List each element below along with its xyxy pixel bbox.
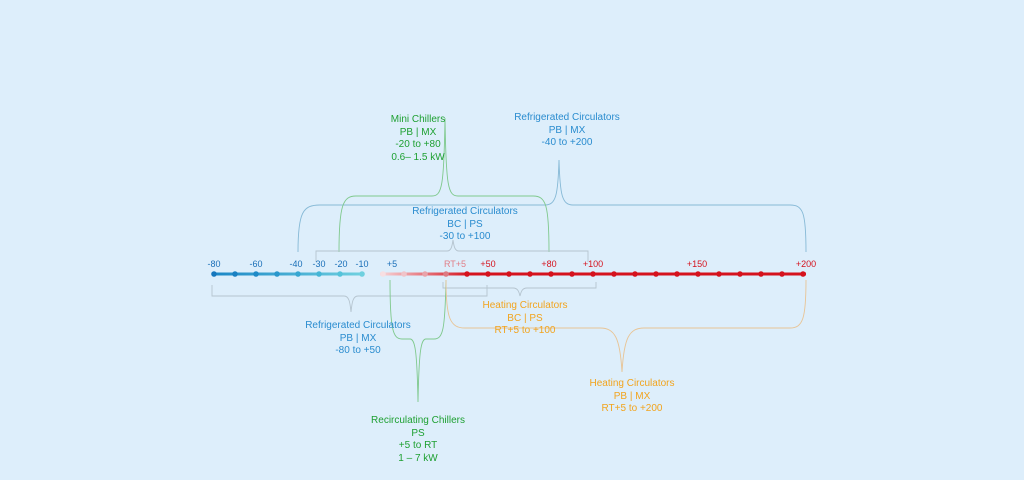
axis-dot-hot [695,271,701,277]
recirc-chillers-range: +5 to RT [398,440,438,451]
refrig-pb-mx-40-title: Refrigerated Circulators [514,112,620,123]
label-refrig-pb-mx-80-50: Refrigerated Circulators PB | MX -80 to … [305,320,411,358]
recirc-chillers-title: Recirculating Chillers [371,415,465,426]
axis-dot-cold [316,271,322,277]
tick-label-p5: +5 [386,259,398,269]
tick-label-p150: +150 [686,259,708,269]
label-heating-bc-ps: Heating Circulators BC | PS RT+5 to +100 [482,300,567,338]
axis-dots [211,271,806,277]
axis-dot-cold [211,271,217,277]
axis-dot-cold [274,271,280,277]
axis-dot-hot [527,271,533,277]
axis-dot-hot [716,271,722,277]
tick-label-rt5: RT+5 [443,259,467,269]
refrig-pb-mx-80-title: Refrigerated Circulators [305,320,411,331]
axis-dot-hot [758,271,764,277]
recirc-chillers-power: 1 – 7 kW [398,452,438,464]
axis-dot-cold [253,271,259,277]
tick-label-m80: -80 [207,259,221,269]
bracket-mini-chillers [338,117,550,253]
axis-dot-warm [422,271,428,277]
axis-dot-cold [295,271,301,277]
refrig-pb-mx-80-range: -80 to +50 [335,345,381,356]
label-recirc-chillers: Recirculating Chillers PS +5 to RT 1 – 7… [371,415,465,465]
recirc-chillers-models: PS [411,427,425,439]
tick-label-m60: -60 [249,259,263,269]
axis-dot-cold [359,271,365,277]
axis-dot-hot [737,271,743,277]
axis-dot-cold [337,271,343,277]
refrig-pb-mx-40-range: -40 to +200 [541,137,593,148]
tick-label-p80: +80 [541,259,557,269]
heating-bc-ps-title: Heating Circulators [482,300,568,311]
axis-dot-warm [401,271,407,277]
tick-label-m40: -40 [289,259,303,269]
heating-pb-mx-range: RT+5 to +200 [601,403,663,414]
mini-chillers-models: PB | MX [399,126,437,138]
axis-dot-cold [232,271,238,277]
axis-dot-hot [548,271,554,277]
bracket-heating-bc-ps [442,282,597,297]
bracket-refrig-pb-mx-80-50 [211,285,488,313]
refrig-bc-ps-models: BC | PS [447,218,483,230]
axis-dot-warm [380,271,386,277]
label-refrig-pb-mx-40-200: Refrigerated Circulators PB | MX -40 to … [514,112,620,150]
refrig-bc-ps-range: -30 to +100 [439,231,491,242]
axis-dot-hot [506,271,512,277]
heating-pb-mx-models: PB | MX [613,390,651,402]
axis-dot-hot [800,271,806,277]
axis-dot-hot [569,271,575,277]
bracket-recirc-chillers [389,279,447,403]
tick-label-m20: -20 [334,259,348,269]
bracket-refrig-pb-mx-40-200 [297,159,807,253]
heating-pb-mx-title: Heating Circulators [589,378,675,389]
mini-chillers-title: Mini Chillers [390,114,446,125]
heating-bc-ps-range: RT+5 to +100 [494,325,556,336]
tick-label-m30: -30 [312,259,326,269]
label-refrig-bc-ps: Refrigerated Circulators BC | PS -30 to … [412,206,518,244]
mini-chillers-power: 0.6– 1.5 kW [391,151,445,163]
tick-label-m10: -10 [355,259,369,269]
tick-label-p200: +200 [795,259,817,269]
axis-dot-hot [611,271,617,277]
axis-dot-hot [485,271,491,277]
heating-bc-ps-models: BC | PS [507,312,543,324]
refrig-pb-mx-40-models: PB | MX [548,124,586,136]
tick-label-p50: +50 [480,259,496,269]
refrig-bc-ps-title: Refrigerated Circulators [412,206,518,217]
refrig-pb-mx-80-models: PB | MX [339,332,377,344]
bracket-heating-pb-mx [445,279,807,373]
axis-dot-hot [674,271,680,277]
mini-chillers-range: -20 to +80 [395,139,441,150]
axis-dot-hot [464,271,470,277]
bracket-refrig-bc-ps [315,239,589,262]
axis-dot-hot [590,271,596,277]
axis-dot-warm [443,271,449,277]
tick-label-p100: +100 [582,259,604,269]
axis-dot-hot [779,271,785,277]
label-mini-chillers: Mini Chillers PB | MX -20 to +80 0.6– 1.… [391,114,445,164]
axis-dot-hot [632,271,638,277]
label-heating-pb-mx: Heating Circulators PB | MX RT+5 to +200 [589,378,674,416]
axis-dot-hot [653,271,659,277]
